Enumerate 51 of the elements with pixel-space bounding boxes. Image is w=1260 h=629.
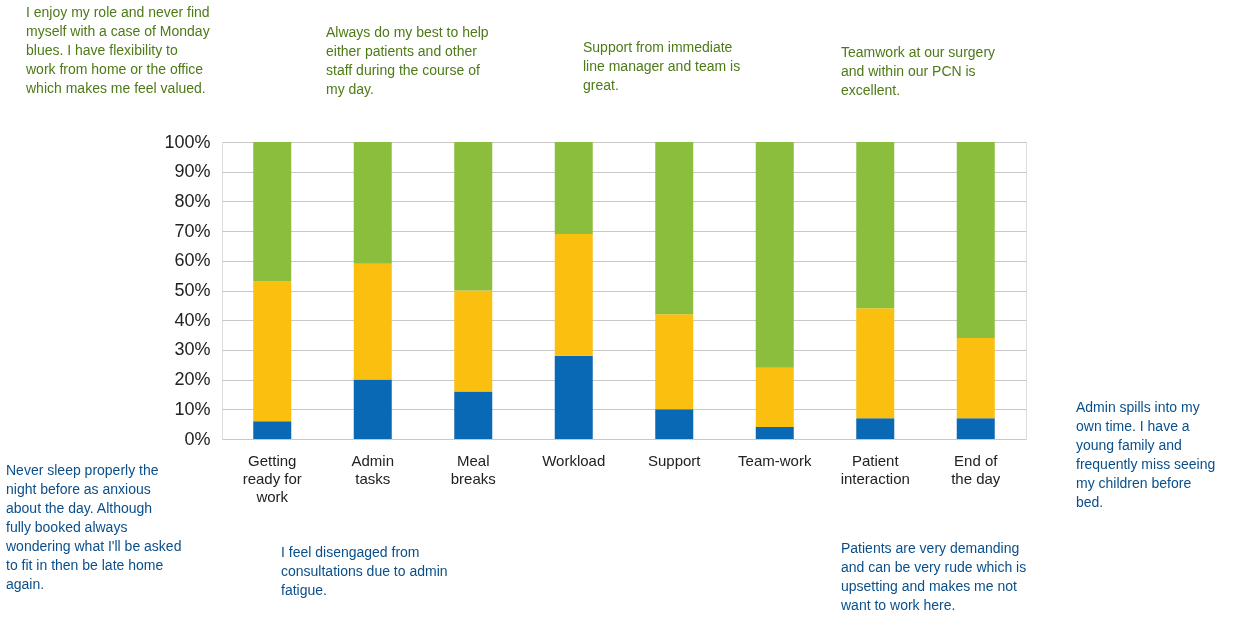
bar — [655, 409, 694, 439]
y-tick-label: 80% — [174, 190, 211, 211]
y-tick-label: 0% — [184, 428, 211, 449]
text: Support from immediate line manager and team is great. — [583, 39, 741, 93]
bar — [253, 421, 292, 439]
bar — [956, 142, 995, 339]
text: I enjoy my role and never find myself with a case of Monday blues. I have flexibility to work from home or the office which makes me feel valued. — [25, 4, 210, 96]
y-tick-label: 40% — [174, 309, 211, 330]
x-tick-label: Support — [647, 451, 702, 469]
y-tick-label: 60% — [174, 250, 211, 271]
y-tick-label: 100% — [164, 131, 211, 152]
y-tick-label: 50% — [174, 280, 211, 300]
y-tick-label: 90% — [174, 161, 211, 182]
x-tick-label: End of the day — [951, 451, 1001, 487]
bar — [253, 281, 292, 422]
x-tick-label: Getting ready for work — [242, 451, 302, 505]
text: Admin spills into my own time. I have a young family and frequently miss seeing my children before bed. — [1076, 399, 1216, 510]
x-tick-label: Admin tasks — [351, 451, 395, 487]
text: Patients are very demanding and can be very rude which is upsetting and makes me not want to work here. — [840, 540, 1027, 613]
bar — [655, 314, 694, 410]
bar — [856, 308, 895, 419]
x-tick-label: Meal breaks — [450, 451, 496, 487]
x-tick-label: Workload — [542, 451, 606, 469]
bar — [956, 418, 995, 439]
y-tick-label: 10% — [174, 398, 211, 419]
bar — [655, 142, 694, 315]
bar — [353, 142, 392, 264]
bar — [856, 142, 895, 309]
bar — [755, 427, 794, 439]
bar — [554, 142, 593, 235]
y-tick-label: 30% — [174, 339, 211, 360]
bar — [755, 367, 794, 428]
text: Always do my best to help either patients and other staff during the course of my day. — [326, 24, 489, 97]
x-tick-label: Team-work — [738, 451, 812, 469]
bar — [454, 290, 493, 392]
bar — [554, 355, 593, 439]
text: Never sleep properly the night before as anxious about the day. Although fully booked always wondering what I'll be asked to fit in then be late home again. — [5, 462, 182, 592]
text: I feel disengaged from consultations due to admin fatigue. — [281, 544, 448, 598]
y-tick-label: 20% — [174, 369, 211, 390]
bar — [956, 338, 995, 419]
bar — [353, 263, 392, 380]
bar — [755, 142, 794, 368]
bar — [454, 142, 493, 291]
bar — [856, 418, 895, 439]
bar — [353, 379, 392, 439]
bar — [554, 234, 593, 356]
bar — [454, 391, 493, 439]
bar — [253, 142, 292, 282]
y-tick-label: 70% — [174, 220, 211, 241]
text: Teamwork at our surgery and within our PCN is excellent. — [841, 44, 996, 98]
x-tick-label: Patient interaction — [840, 451, 910, 487]
